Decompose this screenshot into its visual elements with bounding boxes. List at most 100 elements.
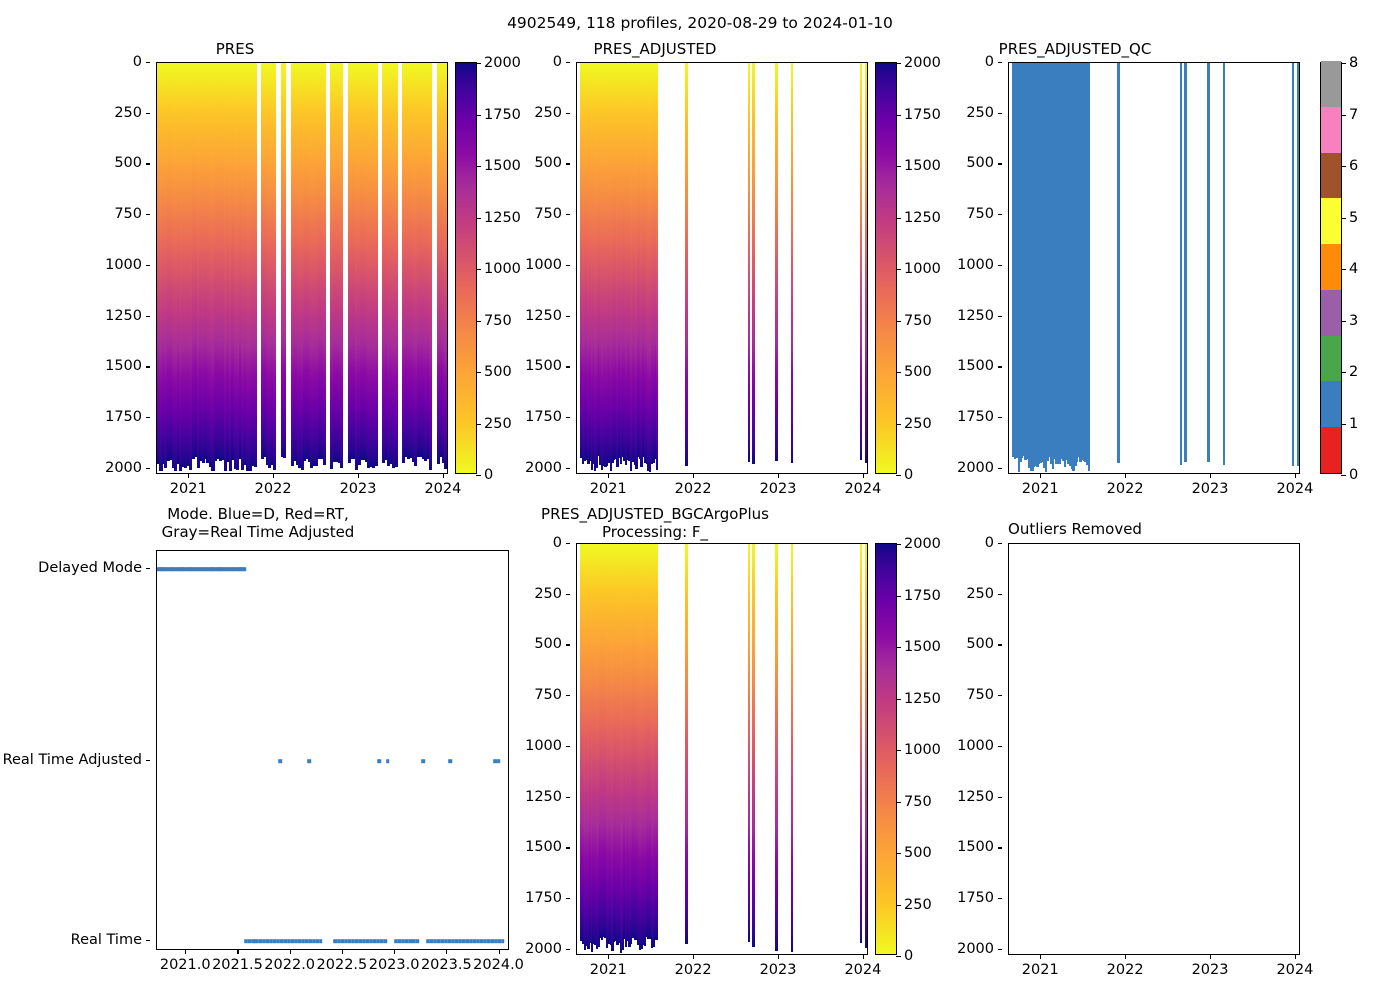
profile-column [602, 63, 606, 467]
colorbar-bgc-argo-plus[interactable]: 0 250 500 750 1000 1250 1500 1750 2000 [875, 536, 941, 964]
y-pres-adjusted-qc-ticklabel: 500 [966, 155, 994, 172]
x-pres-ticklabel: 2022 [254, 481, 292, 497]
mode-data-point [461, 939, 466, 943]
profile-column [367, 63, 371, 468]
axes-mode[interactable] [156, 550, 509, 950]
mode-data-point [178, 567, 182, 571]
colorbar-pres[interactable]: 0 250 500 750 1000 1250 1500 1750 2000 [455, 55, 521, 483]
profile-column [652, 544, 655, 947]
y-outliers-tickmark [998, 543, 1002, 545]
profile-column [322, 63, 326, 466]
colorbar-ticklabel: 1250 [484, 209, 521, 226]
mode-data-point [279, 939, 284, 943]
mode-data-point [365, 939, 369, 943]
profile-column [280, 63, 284, 458]
y-outliers-ticklabel: 500 [966, 636, 994, 653]
y-pres-adjusted-qc-tickmark [998, 366, 1002, 368]
profile-column [312, 63, 316, 466]
mode-data-point [278, 759, 283, 763]
profile-column [384, 63, 388, 460]
colorbar-tickmark [896, 698, 901, 700]
colorbar-tickmark [896, 647, 901, 649]
profile-column [181, 63, 185, 468]
x-mode-ticklabel: 2024.0 [473, 957, 524, 973]
colorbar-qc[interactable]: 0 1 2 3 4 5 6 7 8 [1320, 55, 1358, 483]
y-pres-adjusted-qc-ticklabel: 1000 [957, 256, 994, 273]
x-pres-tickmark [358, 474, 360, 478]
mode-data-point [421, 759, 426, 763]
profile-column [618, 63, 621, 459]
y-bgc-ticklabel: 750 [534, 687, 562, 704]
profile-column [642, 63, 645, 458]
y-pres-tickmark [146, 417, 150, 419]
x-pres-adjusted-tickmark [608, 474, 610, 478]
profile-column [1060, 63, 1063, 460]
mode-data-point [433, 939, 437, 943]
colorbar-ticklabel: 4 [1349, 261, 1359, 277]
mode-data-point [236, 567, 240, 571]
axes-pres-adjusted-qc[interactable] [1008, 62, 1300, 474]
profile-column [194, 63, 198, 458]
profile-column [611, 63, 614, 464]
profile-column [350, 63, 354, 459]
mode-data-point [231, 567, 236, 571]
axes-pres-adjusted[interactable] [576, 62, 868, 474]
colorbar-ticklabel: 1500 [904, 158, 941, 174]
x-outliers-tickmark [1294, 955, 1296, 959]
mode-data-point [213, 567, 218, 571]
profile-column [631, 544, 635, 939]
mode-data-point [361, 939, 366, 943]
profile-column [618, 544, 621, 944]
profile-column [268, 63, 272, 468]
colorbar-ticklabel: 1250 [904, 690, 941, 707]
colorbar-ticklabel: 1 [1349, 415, 1359, 432]
profile-column [790, 63, 793, 464]
x-pres-adjusted-qc-tickmark [1294, 474, 1296, 478]
y-bgc-tickmark [566, 695, 570, 697]
qc-color-segment [1321, 61, 1341, 107]
qc-color-segment [1321, 427, 1341, 473]
mode-data-point [200, 567, 205, 571]
profile-column [293, 63, 297, 461]
profile-column [1058, 63, 1062, 465]
colorbar-tickmark [896, 595, 901, 597]
profile-column [1065, 63, 1068, 460]
colorbar-tickmark [896, 269, 901, 271]
colorbar-ticklabel: 250 [904, 415, 932, 432]
mode-data-point [386, 759, 390, 763]
x-bgc-tickmark [693, 955, 695, 959]
mode-data-point [167, 567, 171, 571]
y-pres-adjusted-tickmark [566, 366, 570, 368]
mode-data-point [400, 939, 405, 943]
mode-data-point [242, 567, 247, 571]
colorbar-pres-adjusted[interactable]: 0 250 500 750 1000 1250 1500 1750 2000 [875, 55, 941, 483]
profile-column [583, 63, 587, 462]
mode-data-point [211, 567, 216, 571]
profile-column [270, 63, 274, 465]
colorbar-tickmark [1341, 217, 1346, 219]
profile-column [637, 544, 640, 946]
colorbar-tickmark [476, 63, 481, 65]
axes-outliers-removed[interactable] [1008, 543, 1300, 955]
x-mode-tickmark [394, 950, 396, 954]
y-pres-adjusted-tickmark [566, 163, 570, 165]
profile-column [633, 63, 636, 466]
axes-bgc-argo-plus[interactable] [576, 543, 868, 955]
x-pres-adjusted-ticklabel: 2021 [589, 481, 627, 497]
axis-y-outliers-removed: 0 250 500 750 1000 1250 1500 1750 2000 [845, 535, 1002, 957]
profile-column [621, 544, 624, 951]
axis-y-bgc-argo-plus: 0 250 500 750 1000 1250 1500 1750 2000 [420, 535, 570, 957]
profile-column [590, 544, 593, 953]
profile-column [1026, 63, 1029, 460]
mode-data-point [293, 939, 298, 943]
mode-data-point [493, 759, 498, 763]
mode-data-point [189, 567, 193, 571]
mode-data-point [238, 567, 243, 571]
colorbar-ticklabel: 8 [1349, 55, 1359, 71]
qc-color-segment [1321, 244, 1341, 290]
colorbar-ticklabel: 1750 [904, 106, 941, 123]
profile-column [626, 544, 630, 941]
x-pres-adjusted-qc-ticklabel: 2024 [1276, 481, 1314, 497]
profile-column [587, 544, 590, 949]
axes-pres[interactable] [156, 62, 448, 474]
